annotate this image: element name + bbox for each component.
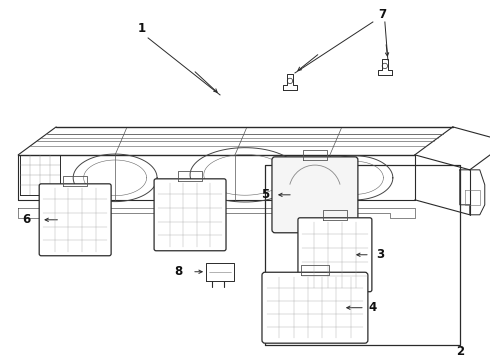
Text: 8: 8	[174, 265, 182, 278]
Text: 3: 3	[376, 248, 384, 261]
Text: 6: 6	[22, 213, 30, 226]
Text: 5: 5	[261, 188, 269, 201]
FancyBboxPatch shape	[298, 218, 372, 292]
Text: 4: 4	[369, 301, 377, 314]
Text: 2: 2	[456, 345, 464, 358]
FancyBboxPatch shape	[262, 272, 368, 343]
FancyBboxPatch shape	[272, 157, 358, 233]
FancyBboxPatch shape	[39, 184, 111, 256]
FancyBboxPatch shape	[154, 179, 226, 251]
Text: 7: 7	[378, 8, 386, 21]
Text: 1: 1	[138, 22, 146, 35]
